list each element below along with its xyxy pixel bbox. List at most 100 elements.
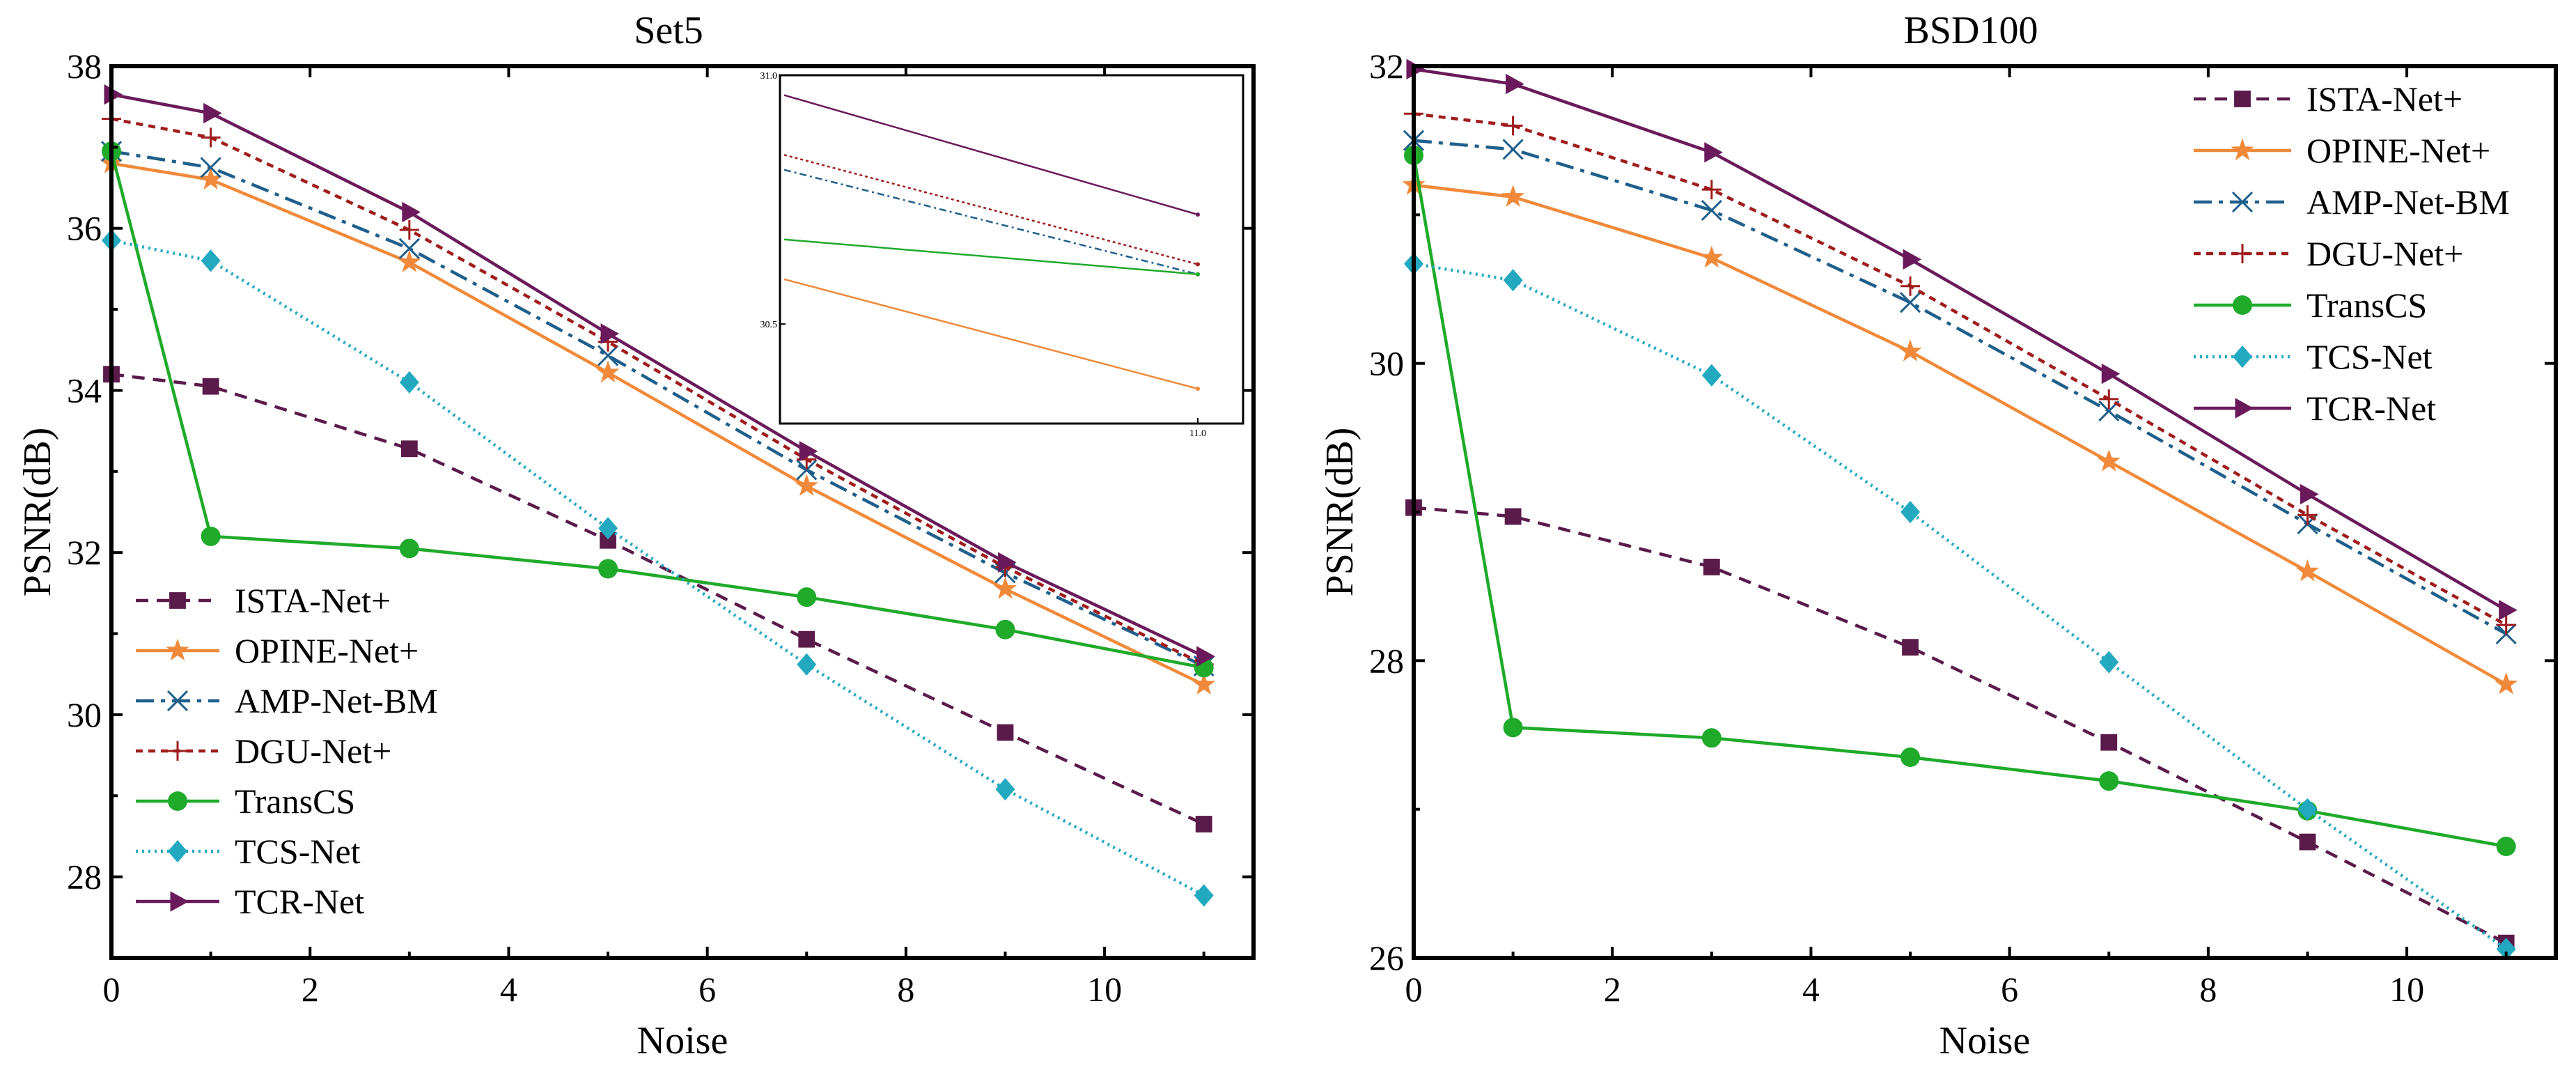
series-layer: [100, 84, 1216, 907]
legend-item: ISTA-Net+: [2194, 79, 2462, 118]
x-tick-label: 6: [2001, 970, 2018, 1009]
y-tick-label: 32: [67, 533, 102, 572]
data-point: [1503, 116, 1523, 136]
inset-series-layer: [783, 94, 1200, 391]
y-tick-label: 30: [1369, 344, 1404, 383]
data-point: [997, 724, 1014, 741]
data-point: [2099, 771, 2119, 791]
ticks-layer: 0 2 4 6 8 10 26 28 30 32: [1369, 47, 2556, 1009]
data-point: [2496, 938, 2516, 961]
legend-marker: [2235, 398, 2254, 419]
inset-data-point: [1196, 212, 1200, 217]
legend-item: ISTA-Net+: [136, 581, 391, 620]
chart-title: BSD100: [1904, 9, 2038, 52]
x-tick-label: 10: [2389, 970, 2424, 1009]
data-point: [597, 345, 619, 366]
series-layer: [1402, 59, 2518, 961]
legend-marker: [168, 839, 187, 863]
x-tick-label: 0: [1405, 970, 1423, 1009]
legend-label: TCR-Net: [235, 882, 364, 921]
data-point: [2101, 363, 2121, 385]
legend-item: TCS-Net: [136, 832, 361, 871]
legend-marker: [169, 592, 186, 609]
legend-marker: [2231, 138, 2254, 161]
inset-series-line: [783, 278, 1199, 390]
x-tick-label: 4: [1802, 970, 1820, 1009]
data-point: [1194, 884, 1214, 907]
y-tick-label: 30: [67, 695, 102, 734]
legend-item: TCS-Net: [2194, 337, 2433, 376]
data-point: [2300, 483, 2319, 505]
series-line: [1413, 506, 2507, 945]
data-point: [795, 474, 818, 496]
data-point: [1501, 185, 1525, 207]
data-point: [1504, 508, 1522, 525]
data-point: [2299, 833, 2316, 851]
data-point: [1196, 646, 1215, 667]
x-tick-label: 10: [1087, 970, 1122, 1009]
data-point: [1902, 639, 1919, 656]
data-point: [995, 777, 1015, 801]
data-point: [1704, 142, 1723, 163]
data-point: [1502, 139, 1524, 160]
legend-item: AMP-Net-BM: [136, 681, 438, 720]
legend-item: DGU-Net+: [136, 731, 391, 770]
data-point: [1701, 199, 1722, 221]
data-point: [398, 238, 420, 259]
data-point: [600, 323, 620, 344]
inset-zoom: 31.0 30.5 11.0: [760, 71, 1244, 439]
legend-item: DGU-Net+: [2194, 234, 2463, 273]
y-tick-label: 38: [67, 47, 102, 86]
data-point: [1701, 728, 1722, 748]
data-point: [598, 517, 618, 540]
series-ista-net: [103, 366, 1212, 832]
data-point: [1700, 245, 1724, 268]
data-point: [1195, 816, 1212, 832]
data-point: [2297, 798, 2318, 821]
legend-marker: [2231, 191, 2254, 213]
data-point: [997, 552, 1017, 573]
inset-series-line: [783, 154, 1199, 265]
legend-marker: [168, 791, 187, 811]
data-point: [201, 249, 221, 272]
x-tick-label: 8: [2199, 970, 2217, 1009]
legend-item: TCR-Net: [136, 882, 364, 921]
data-point: [797, 587, 817, 607]
data-point: [596, 360, 620, 382]
y-axis-label: PSNR(dB): [1318, 428, 1361, 597]
legend: ISTA-Net+ OPINE-Net+ AMP-Net-BM DGU-Net+ Tra…: [2194, 79, 2510, 428]
x-tick-label: 0: [103, 970, 120, 1009]
data-point: [1900, 500, 1921, 524]
inset-series-line: [783, 169, 1199, 275]
data-point: [201, 526, 221, 546]
series-tcs-net: [1404, 252, 2516, 961]
x-tick-label: 2: [302, 970, 319, 1009]
data-point: [1701, 180, 1722, 200]
data-point: [2496, 837, 2516, 856]
data-point: [995, 619, 1015, 640]
series-tcr-net: [1406, 59, 2518, 621]
legend-item: TransCS: [136, 782, 355, 821]
y-tick-label: 32: [1369, 47, 1404, 86]
x-tick-label: 6: [698, 970, 716, 1009]
y-axis-label: PSNR(dB): [16, 428, 59, 597]
legend-label: OPINE-Net+: [2306, 131, 2490, 170]
legend-marker: [170, 891, 189, 912]
legend-marker: [168, 741, 187, 761]
x-tick-label: 4: [500, 970, 517, 1009]
y-tick-label: 34: [67, 371, 102, 410]
data-point: [200, 157, 221, 178]
data-point: [2496, 615, 2516, 635]
legend-label: ISTA-Net+: [2306, 79, 2462, 118]
data-point: [1900, 276, 1921, 296]
data-point: [399, 371, 419, 394]
legend-label: AMP-Net-BM: [2306, 183, 2510, 222]
inset-data-point: [1196, 272, 1200, 277]
data-point: [2097, 449, 2121, 472]
data-point: [1192, 672, 1216, 695]
data-point: [202, 378, 219, 395]
legend-marker: [2233, 295, 2252, 315]
data-point: [799, 441, 818, 462]
data-point: [399, 538, 419, 559]
legend-item: AMP-Net-BM: [2194, 183, 2510, 222]
